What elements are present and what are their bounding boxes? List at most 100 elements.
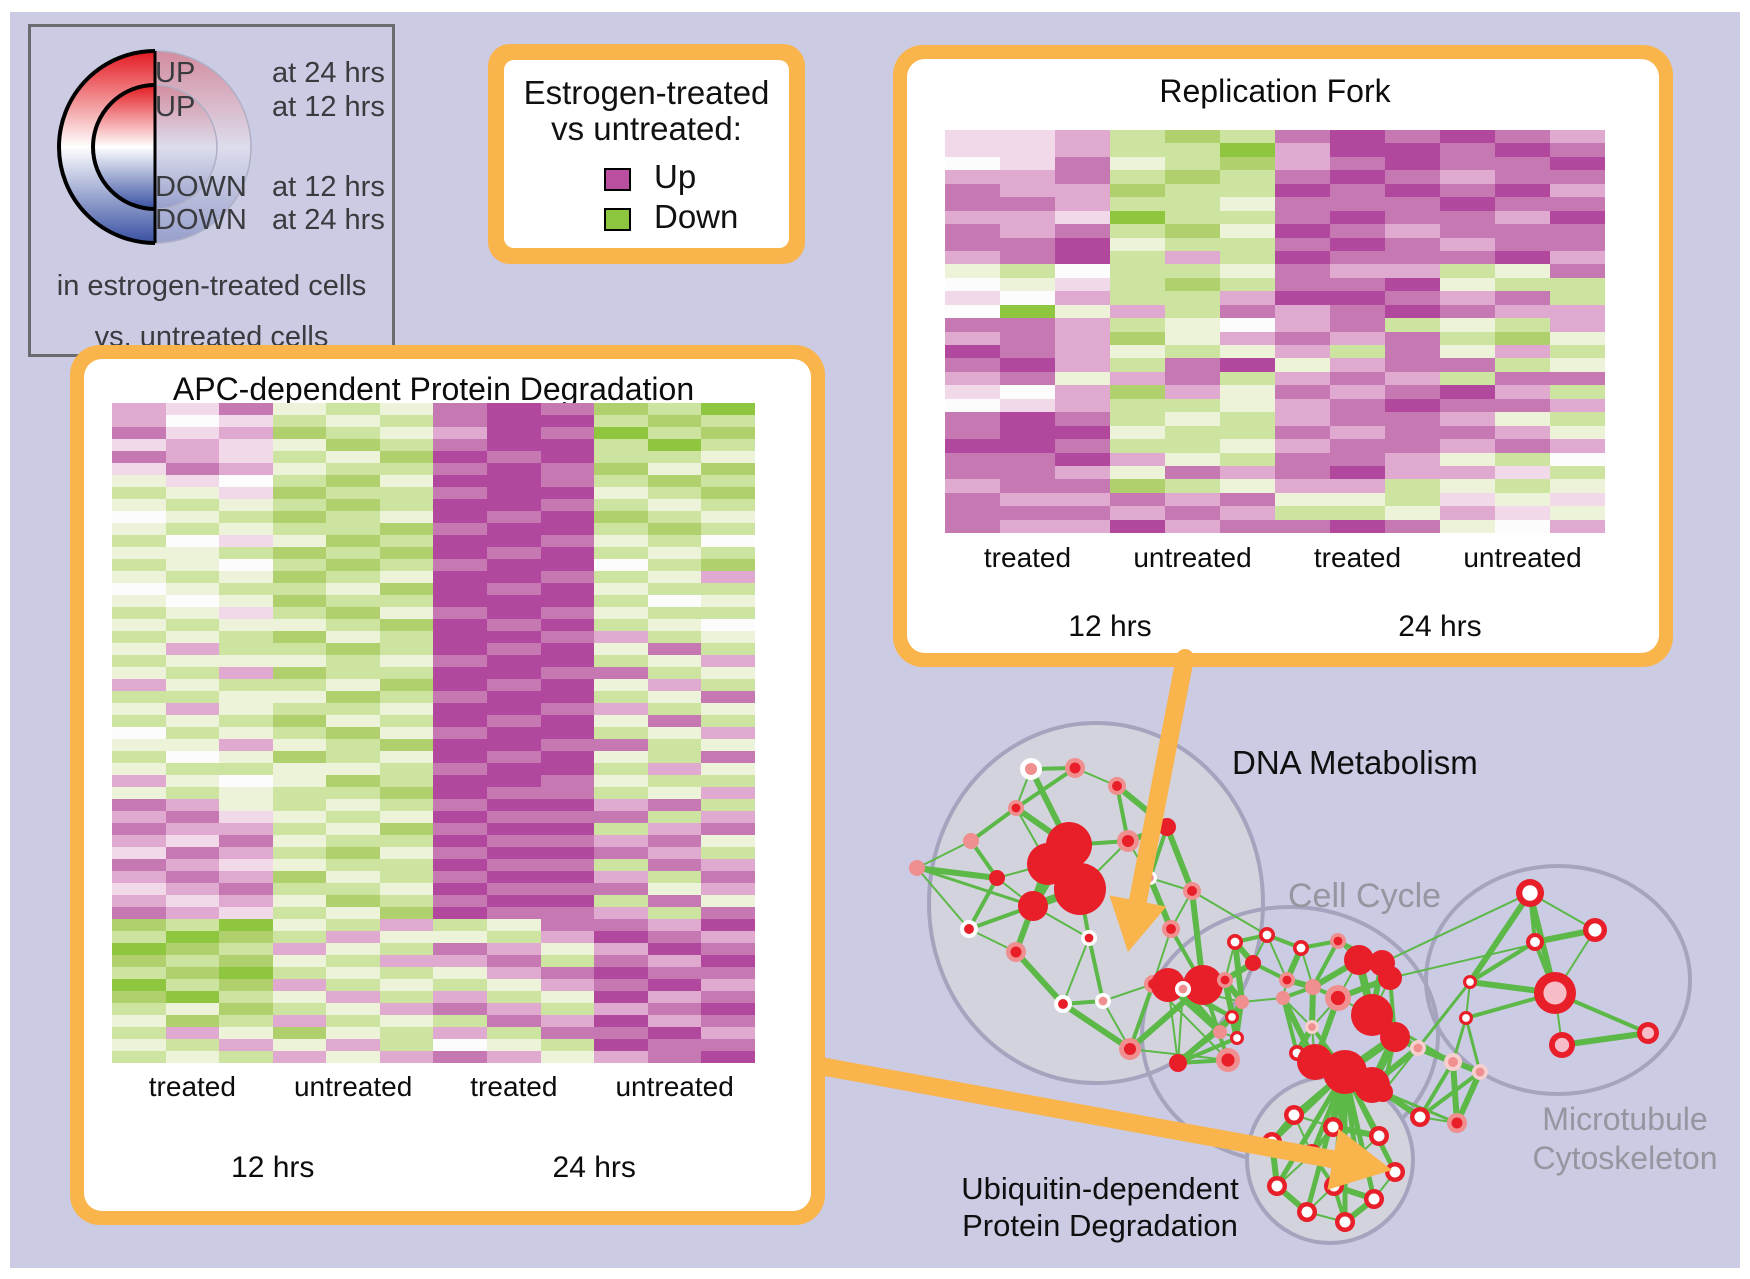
heatmap-cell xyxy=(701,691,755,703)
apc-group-treated-24: treated xyxy=(470,1071,558,1102)
heatmap-cell xyxy=(647,571,702,583)
heatmap-cell xyxy=(165,631,220,643)
heatmap-cell xyxy=(945,264,1000,278)
heatmap-cell xyxy=(647,1027,702,1039)
untreated-bar xyxy=(1440,577,1605,594)
heatmap-row xyxy=(112,1003,755,1015)
heatmap-cell xyxy=(379,931,434,943)
heatmap-cell xyxy=(112,583,166,595)
heatmap-cell xyxy=(219,991,273,1003)
heatmap-cell xyxy=(1055,358,1110,372)
heatmap-cell xyxy=(1220,170,1275,184)
heatmap-cell xyxy=(219,943,273,955)
heatmap-cell xyxy=(326,775,380,787)
heatmap-cell xyxy=(594,919,648,931)
heatmap-cell xyxy=(487,787,541,799)
heatmap-cell xyxy=(594,439,648,451)
heatmap-cell xyxy=(945,358,1000,372)
heatmap-cell xyxy=(272,499,327,511)
heatmap-cell xyxy=(594,763,648,775)
heatmap-cell xyxy=(540,691,595,703)
heatmap-cell xyxy=(379,643,434,655)
heatmap-cell xyxy=(326,751,380,763)
heatmap-cell xyxy=(1440,425,1495,440)
heatmap-cell xyxy=(433,667,488,679)
heatmap-cell xyxy=(1055,237,1110,251)
heatmap-cell xyxy=(379,823,434,835)
heatmap-cell xyxy=(112,1039,166,1051)
estrogen-legend-title1: Estrogen-treated xyxy=(523,74,770,111)
up-label: Up xyxy=(654,158,697,195)
heatmap-cell xyxy=(379,463,434,475)
heatmap-row xyxy=(112,1051,755,1063)
heatmap-cell xyxy=(165,931,220,943)
heatmap-cell xyxy=(1000,465,1055,480)
heatmap-cell xyxy=(165,883,220,895)
heatmap-cell xyxy=(487,751,541,763)
heatmap-cell xyxy=(272,715,327,727)
untreated-bar xyxy=(594,1113,755,1133)
heatmap-cell xyxy=(487,463,541,475)
heatmap-cell xyxy=(1055,277,1110,292)
heatmap-cell xyxy=(1275,304,1330,319)
rf-12hrs-label: 12 hrs xyxy=(1068,610,1152,643)
apc-panel-inner: APC-dependent Protein Degradation treate… xyxy=(84,359,811,1211)
heatmap-cell xyxy=(594,595,648,607)
heatmap-cell xyxy=(1165,197,1220,211)
heatmap-cell xyxy=(433,427,488,439)
heatmap-cell xyxy=(1220,304,1275,319)
heatmap-cell xyxy=(1000,143,1055,157)
heatmap-cell xyxy=(1110,277,1165,292)
heatmap-cell xyxy=(1330,264,1385,278)
heatmap-cell xyxy=(1110,465,1165,480)
heatmap-cell xyxy=(272,943,327,955)
heatmap-cell xyxy=(1330,398,1385,413)
heatmap-cell xyxy=(272,823,327,835)
heatmap-cell xyxy=(701,643,755,655)
heatmap-cell xyxy=(594,955,648,967)
heatmap-cell xyxy=(1275,143,1330,157)
heatmap-cell xyxy=(945,210,1000,225)
heatmap-cell xyxy=(647,547,702,559)
heatmap-cell xyxy=(433,1003,488,1015)
heatmap-cell xyxy=(272,739,327,751)
heatmap-cell xyxy=(647,991,702,1003)
heatmap-cell xyxy=(1220,439,1275,453)
heatmap-cell xyxy=(112,523,166,535)
heatmap-cell xyxy=(1550,210,1605,225)
heatmap-cell xyxy=(1165,291,1220,305)
heatmap-cell xyxy=(272,619,327,631)
heatmap-cell xyxy=(647,847,702,859)
heatmap-cell xyxy=(1220,385,1275,399)
heatmap-cell xyxy=(1055,452,1110,466)
heatmap-cell xyxy=(540,667,595,679)
heatmap-cell xyxy=(379,859,434,871)
heatmap-cell xyxy=(112,571,166,583)
heatmap-cell xyxy=(1165,439,1220,453)
heatmap-cell xyxy=(272,1015,327,1027)
heatmap-cell xyxy=(1330,250,1385,265)
heatmap-cell xyxy=(1055,291,1110,305)
heatmap-cell xyxy=(219,847,273,859)
heatmap-cell xyxy=(1000,412,1055,426)
apc-group-treated-12: treated xyxy=(148,1071,236,1102)
heatmap-cell xyxy=(1000,170,1055,184)
heatmap-cell xyxy=(1220,452,1275,466)
heatmap-cell xyxy=(433,631,488,643)
heatmap-cell xyxy=(1440,304,1495,319)
heatmap-cell xyxy=(326,895,380,907)
heatmap-cell xyxy=(1220,345,1275,359)
heatmap-cell xyxy=(1275,183,1330,198)
heatmap-cell xyxy=(1440,371,1495,386)
heatmap-cell xyxy=(1440,197,1495,211)
heatmap-cell xyxy=(647,859,702,871)
heatmap-cell xyxy=(165,463,220,475)
heatmap-cell xyxy=(701,1003,755,1015)
heatmap-cell xyxy=(1000,277,1055,292)
heatmap-cell xyxy=(594,631,648,643)
heatmap-cell xyxy=(1550,398,1605,413)
heatmap-cell xyxy=(112,835,166,847)
heatmap-cell xyxy=(540,859,595,871)
heatmap-row xyxy=(945,479,1605,493)
heatmap-cell xyxy=(326,847,380,859)
